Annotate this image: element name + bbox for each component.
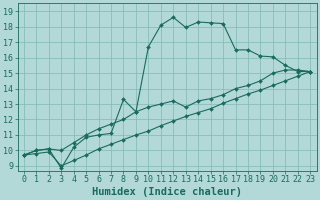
X-axis label: Humidex (Indice chaleur): Humidex (Indice chaleur) bbox=[92, 186, 242, 197]
